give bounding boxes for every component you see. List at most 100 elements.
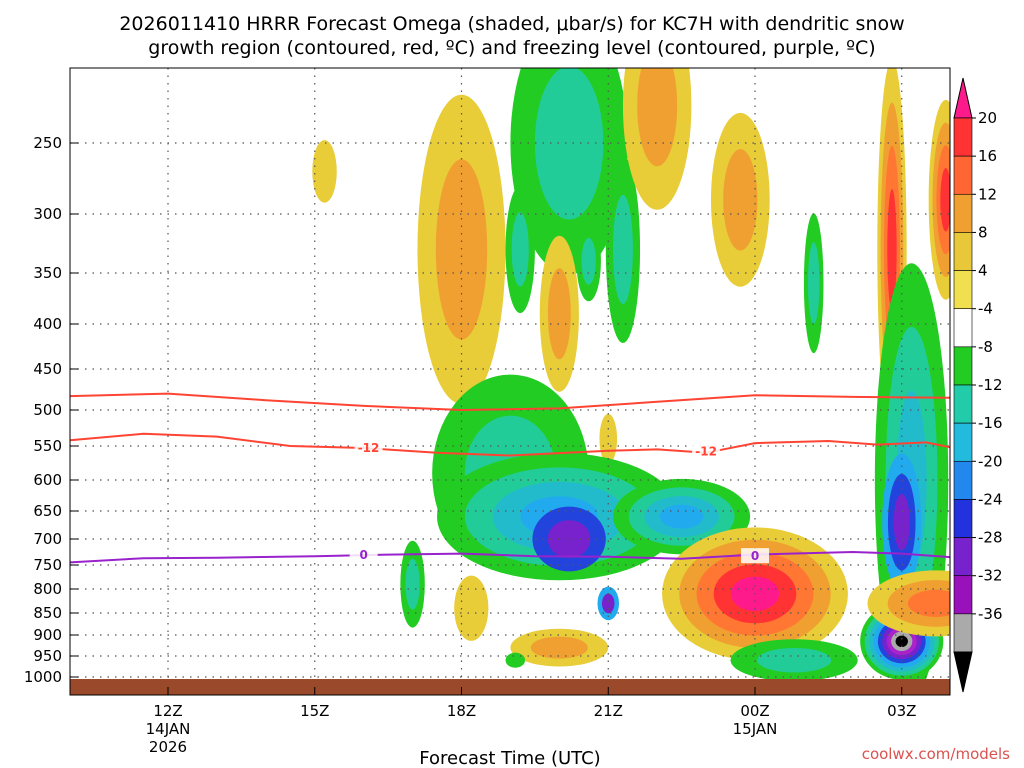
x-tick-label-15Z: 15Z [300, 702, 329, 720]
omega-cell-17-level-m24 [601, 593, 615, 614]
y-axis-ticks: 250 300 350 400 450 500 550 600 650 700 750 800 850 9… [24, 134, 78, 686]
y-tick-label-650: 650 [33, 502, 62, 520]
contour-label-2: 0 [359, 548, 367, 562]
chart-title-line1: 2026011410 HRRR Forecast Omega (shaded, … [119, 13, 904, 35]
omega-cell-16-level-m24 [547, 520, 591, 558]
colorbar-label-1: 16 [978, 147, 997, 165]
y-tick-label-900: 900 [33, 626, 62, 644]
colorbar-swatch-6 [953, 308, 973, 348]
colorbar-swatch-5 [953, 270, 973, 310]
colorbar-swatch-1 [953, 117, 973, 157]
colorbar-label-11: -28 [978, 529, 1003, 547]
omega-cell-27-level-m4 [505, 652, 526, 668]
y-tick-label-600: 600 [33, 471, 62, 489]
contour-line-0 [70, 392, 950, 412]
colorbar-swatch-14 [953, 613, 973, 653]
x-axis-label: Forecast Time (UTC) [419, 748, 600, 768]
omega-cell-9-level-m8 [807, 242, 820, 324]
contour-label-bg-2 [349, 547, 378, 563]
colorbar-swatch-12 [953, 537, 973, 577]
omega-cell-11-level-16 [940, 168, 950, 232]
y-tick-label-250: 250 [33, 134, 62, 152]
y-tick-label-400: 400 [33, 315, 62, 333]
omega-cell-4-level-m8 [581, 237, 596, 285]
y-tick-label-1000: 1000 [24, 668, 62, 686]
omega-cell-2-level-m8 [534, 68, 604, 220]
colorbar-label-5: -4 [978, 300, 993, 318]
y-tick-label-950: 950 [33, 647, 62, 665]
colorbar-top-arrow [953, 77, 973, 119]
ground-surface [70, 679, 950, 695]
x-tick-label-03Z: 03Z [887, 702, 916, 720]
y-tick-label-450: 450 [33, 360, 62, 378]
omega-cell-15-level-m16 [659, 504, 704, 529]
omega-cell-26-level-12 [907, 589, 950, 617]
colorbar-swatch-2 [953, 155, 973, 195]
y-tick-label-850: 850 [33, 604, 62, 622]
colorbar-label-7: -12 [978, 376, 1003, 394]
colorbar-swatch-9 [953, 422, 973, 462]
contour-label-1: -12 [695, 444, 717, 458]
omega-cell-6-level-m8 [612, 194, 633, 304]
colorbar-swatch-10 [953, 460, 973, 500]
omega-cell-20-level-8 [530, 636, 588, 659]
omega-cell-8-level-8 [723, 149, 758, 251]
contour-label-bg-3 [741, 548, 769, 564]
colorbar-label-6: -8 [978, 338, 993, 356]
omega-cell-24-level-m24 [893, 494, 910, 551]
colorbar-bottom-arrow [953, 651, 973, 693]
contour-line-2 [70, 550, 950, 564]
plot-area: -12 -12 0 0 [70, 68, 950, 695]
contour-label-bg-1 [692, 443, 721, 459]
x-tick-label-18Z: 18Z [447, 702, 476, 720]
omega-cell-19-level-4 [454, 575, 489, 641]
colorbar-label-10: -24 [978, 490, 1003, 508]
x-tick-date-00Z: 15JAN [733, 720, 778, 738]
y-tick-label-350: 350 [33, 264, 62, 282]
omega-shading [312, 68, 950, 695]
y-tick-label-300: 300 [33, 205, 62, 223]
colorbar-swatch-4 [953, 232, 973, 271]
x-tick-date-12Z: 14JAN [146, 720, 191, 738]
chart-title-line2: growth region (contoured, red, ºC) and f… [148, 37, 875, 59]
colorbar-label-2: 12 [978, 185, 997, 203]
omega-cell-22-level-m8 [757, 647, 832, 673]
colorbar-label-3: 8 [978, 223, 988, 241]
omega-cell-18-level-m8 [405, 558, 420, 610]
colorbar: 20 16 12 8 4 -4 -8 -12 -16 -20 -24 -28 -32 -36 [953, 77, 1003, 693]
contour-lines: -12 -12 0 0 [70, 392, 950, 564]
colorbar-swatch-11 [953, 499, 973, 538]
y-tick-label-550: 550 [33, 437, 62, 455]
y-tick-label-800: 800 [33, 580, 62, 598]
y-tick-label-700: 700 [33, 530, 62, 548]
colorbar-label-0: 20 [978, 109, 997, 127]
colorbar-label-9: -20 [978, 452, 1003, 470]
x-tick-label-21Z: 21Z [594, 702, 623, 720]
x-tick-label-00Z: 00Z [740, 702, 769, 720]
omega-cell-0-level-4 [312, 140, 337, 203]
colorbar-label-4: 4 [978, 262, 988, 280]
y-tick-label-500: 500 [33, 401, 62, 419]
contour-label-bg-0 [354, 440, 383, 456]
credit-text: coolwx.com/models [862, 745, 1010, 763]
x-tick-year-12Z: 2026 [149, 738, 187, 756]
omega-cell-25-level-m36 [895, 635, 908, 648]
plot-frame [69, 67, 951, 696]
contour-label-0: -12 [358, 441, 380, 455]
contour-label-3: 0 [751, 549, 759, 563]
colorbar-swatch-8 [953, 384, 973, 424]
omega-cell-5-level-8 [547, 268, 571, 360]
x-tick-label-12Z: 12Z [153, 702, 182, 720]
omega-cell-3-level-m8 [511, 212, 529, 287]
colorbar-label-13: -36 [978, 605, 1003, 623]
colorbar-swatch-13 [953, 575, 973, 615]
colorbar-label-8: -16 [978, 414, 1003, 432]
omega-cell-10-level-16 [887, 188, 897, 310]
colorbar-swatch-3 [953, 193, 973, 233]
omega-cell-7-level-8 [637, 68, 678, 167]
contour-line-1 [70, 432, 950, 457]
y-tick-label-750: 750 [33, 556, 62, 574]
colorbar-swatch-7 [953, 346, 973, 386]
